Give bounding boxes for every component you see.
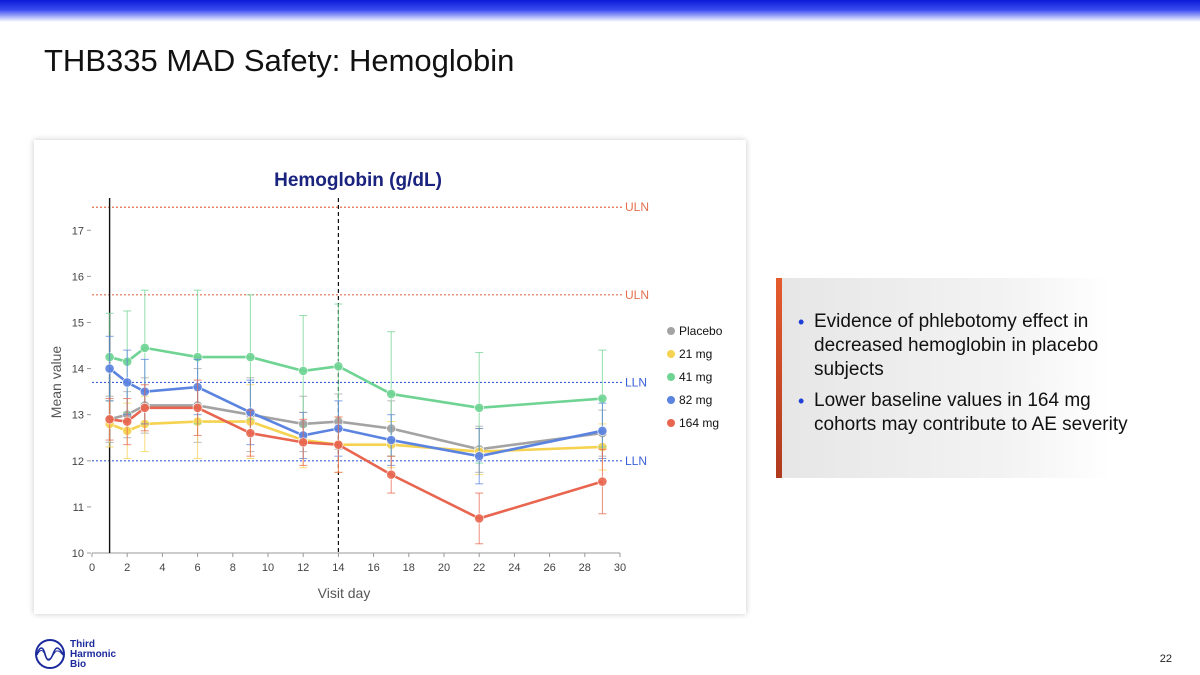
y-tick-label: 13 [72, 410, 84, 422]
legend-marker [667, 350, 675, 358]
legend-marker [667, 327, 675, 335]
finding-item: • Evidence of phlebotomy effect in decrea… [798, 310, 1148, 382]
x-tick-label: 24 [508, 562, 520, 574]
x-tick-label: 14 [332, 562, 344, 574]
callout-accent-bar [776, 278, 782, 478]
logo-wordmark: Third Harmonic Bio [70, 640, 116, 670]
x-tick-label: 26 [543, 562, 555, 574]
logo-line: Harmonic [70, 649, 117, 660]
top-gradient-bar [0, 0, 1200, 22]
data-point [192, 402, 203, 413]
data-point [386, 469, 397, 480]
logo-line: Third [70, 639, 95, 650]
data-point [474, 402, 485, 413]
series-41-mg [104, 289, 608, 464]
x-tick-label: 0 [89, 562, 95, 574]
finding-item: • Lower baseline values in 164 mg cohorts… [798, 389, 1148, 437]
series-line [108, 367, 603, 458]
data-point [597, 393, 608, 404]
hemoglobin-chart: Hemoglobin (g/dL) Visit day Mean value 0… [48, 170, 723, 601]
legend-label: 82 mg [679, 393, 712, 407]
legend-label: Placebo [679, 324, 723, 338]
legend-label: 164 mg [679, 416, 719, 430]
data-point [122, 377, 133, 388]
data-point [104, 414, 115, 425]
key-findings-callout: • Evidence of phlebotomy effect in decrea… [776, 278, 1128, 478]
data-point [597, 425, 608, 436]
bullet-icon: • [798, 312, 805, 332]
legend-marker [667, 419, 675, 427]
y-tick-label: 17 [72, 225, 84, 237]
y-tick-label: 16 [72, 271, 84, 283]
data-point [333, 439, 344, 450]
series-line [109, 404, 603, 451]
x-axis-label: Visit day [318, 585, 371, 601]
data-point [386, 389, 397, 399]
reference-line-label: ULN [625, 288, 649, 302]
legend-label: 21 mg [679, 347, 712, 361]
x-tick-label: 4 [159, 562, 165, 574]
finding-text: Lower baseline values in 164 mg cohorts … [814, 390, 1128, 435]
data-point [597, 476, 608, 487]
x-tick-label: 28 [579, 562, 591, 574]
series-line [109, 346, 603, 410]
hemoglobin-chart-card: Hemoglobin (g/dL) Visit day Mean value 0… [34, 140, 746, 614]
data-point [245, 428, 256, 439]
y-tick-label: 11 [73, 502, 84, 514]
chart-title: Hemoglobin (g/dL) [274, 170, 442, 191]
data-point [474, 451, 485, 462]
data-point [333, 361, 344, 372]
series-164-mg [104, 379, 608, 545]
data-point [386, 435, 397, 445]
legend-marker [667, 396, 675, 404]
data-point [139, 402, 150, 413]
page-number: 22 [1159, 653, 1172, 665]
reference-line-label: ULN [625, 200, 649, 214]
data-point [298, 437, 309, 448]
findings-list: • Evidence of phlebotomy effect in decrea… [798, 310, 1148, 444]
x-tick-label: 16 [367, 562, 379, 574]
reference-line-label: LLN [625, 454, 647, 468]
series-82-mg [104, 335, 608, 485]
data-point [298, 365, 309, 376]
x-tick-label: 20 [438, 562, 450, 574]
x-tick-label: 18 [403, 562, 415, 574]
series-line [109, 406, 603, 520]
y-tick-label: 15 [72, 317, 84, 329]
wave-logo-icon [35, 639, 65, 669]
logo-line: Bio [70, 659, 87, 670]
data-point [122, 416, 133, 427]
data-point [474, 513, 485, 524]
x-tick-label: 12 [297, 562, 309, 574]
x-tick-label: 22 [473, 562, 485, 574]
y-axis-label: Mean value [48, 346, 64, 419]
series-placebo [104, 368, 608, 473]
data-point [245, 352, 256, 362]
legend-label: 41 mg [679, 370, 712, 384]
x-tick-label: 8 [230, 562, 236, 574]
bullet-icon: • [798, 391, 805, 411]
x-tick-label: 30 [614, 562, 626, 574]
legend-marker [667, 373, 675, 381]
third-harmonic-bio-logo: Third Harmonic Bio [34, 637, 154, 671]
y-tick-label: 12 [72, 456, 84, 468]
x-tick-label: 10 [262, 562, 274, 574]
y-tick-label: 10 [72, 548, 84, 560]
reference-line-label: LLN [625, 375, 647, 389]
finding-text: Evidence of phlebotomy effect in decreas… [814, 311, 1099, 380]
data-point [104, 363, 115, 374]
x-tick-label: 2 [124, 562, 130, 574]
x-tick-label: 6 [195, 562, 201, 574]
slide-title: THB335 MAD Safety: Hemoglobin [44, 43, 515, 78]
y-tick-label: 14 [72, 364, 84, 376]
data-point [139, 342, 150, 353]
